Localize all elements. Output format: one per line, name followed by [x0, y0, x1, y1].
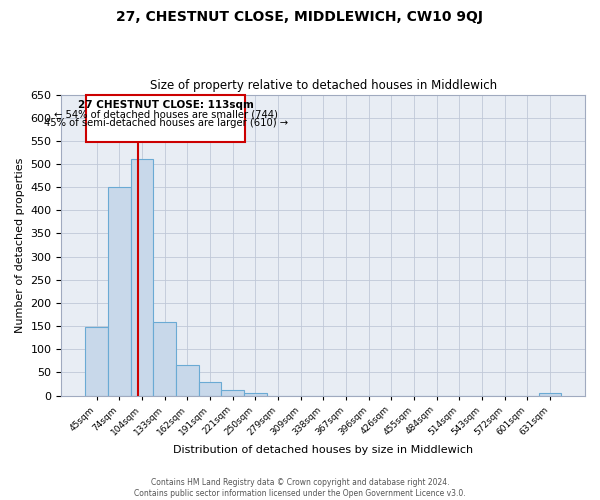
Bar — [221, 390, 244, 396]
Text: ← 54% of detached houses are smaller (744): ← 54% of detached houses are smaller (74… — [54, 110, 278, 120]
X-axis label: Distribution of detached houses by size in Middlewich: Distribution of detached houses by size … — [173, 445, 473, 455]
Bar — [108, 187, 131, 396]
Text: Contains HM Land Registry data © Crown copyright and database right 2024.
Contai: Contains HM Land Registry data © Crown c… — [134, 478, 466, 498]
Text: 27, CHESTNUT CLOSE, MIDDLEWICH, CW10 9QJ: 27, CHESTNUT CLOSE, MIDDLEWICH, CW10 9QJ — [116, 10, 484, 24]
Title: Size of property relative to detached houses in Middlewich: Size of property relative to detached ho… — [149, 79, 497, 92]
Y-axis label: Number of detached properties: Number of detached properties — [15, 158, 25, 332]
Bar — [199, 382, 221, 396]
Text: 27 CHESTNUT CLOSE: 113sqm: 27 CHESTNUT CLOSE: 113sqm — [78, 100, 254, 110]
Bar — [131, 160, 153, 396]
FancyBboxPatch shape — [86, 94, 245, 142]
Bar — [244, 393, 266, 396]
Bar — [539, 393, 561, 396]
Bar — [176, 366, 199, 396]
Bar — [153, 322, 176, 396]
Bar — [85, 327, 108, 396]
Text: 45% of semi-detached houses are larger (610) →: 45% of semi-detached houses are larger (… — [44, 118, 288, 128]
